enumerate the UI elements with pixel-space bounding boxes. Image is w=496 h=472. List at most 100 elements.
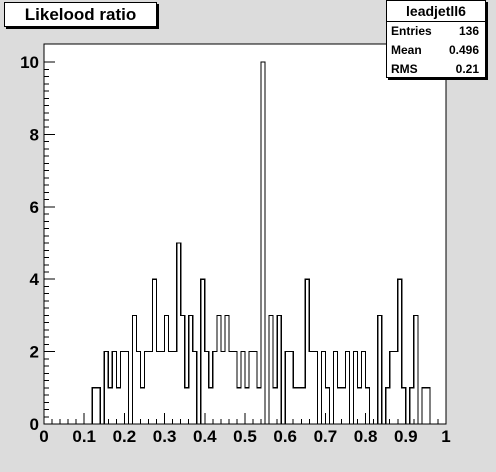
histogram-bin — [253, 352, 257, 424]
stats-label: Mean — [391, 43, 422, 57]
histogram-bin — [96, 388, 100, 424]
x-tick-label: 0.8 — [354, 427, 378, 446]
stats-row-entries: Entries 136 — [387, 22, 485, 41]
histogram-bin — [309, 352, 313, 424]
histogram-bin — [301, 388, 305, 424]
histogram-bin — [358, 388, 362, 424]
histogram-bin — [149, 352, 153, 424]
histogram-bin — [169, 352, 173, 424]
histogram-bin — [378, 315, 382, 424]
histogram-bin — [104, 352, 108, 424]
histogram-bin — [201, 279, 205, 424]
histogram-bin — [221, 352, 225, 424]
histogram-bin — [225, 315, 229, 424]
histogram-bin — [237, 388, 241, 424]
stats-box: leadjetll6 Entries 136 Mean 0.496 RMS 0.… — [386, 0, 486, 78]
x-tick-label: 0.7 — [314, 427, 338, 446]
chart-title: Likelood ratio — [4, 2, 157, 27]
y-tick-label: 2 — [30, 343, 39, 362]
y-tick-label: 8 — [30, 125, 39, 144]
stats-label: RMS — [391, 62, 418, 76]
histogram-bin — [189, 315, 193, 424]
histogram-bin — [341, 388, 345, 424]
histogram-bin — [273, 388, 277, 424]
y-tick-label: 0 — [30, 415, 39, 434]
stats-label: Entries — [391, 24, 432, 38]
histogram-bin — [157, 352, 161, 424]
y-tick-label: 10 — [20, 53, 39, 72]
x-tick-label: 0.5 — [233, 427, 257, 446]
histogram-bin — [346, 352, 350, 424]
y-tick-label: 4 — [30, 270, 40, 289]
histogram-bin — [185, 388, 189, 424]
histogram-bin — [305, 279, 309, 424]
histogram-bin — [229, 352, 233, 424]
x-tick-label: 0.4 — [193, 427, 217, 446]
histogram-bin — [313, 352, 317, 424]
histogram-bin — [193, 352, 197, 424]
x-tick-label: 0.1 — [72, 427, 96, 446]
histogram-bin — [205, 352, 209, 424]
histogram-bin — [398, 279, 402, 424]
stats-row-rms: RMS 0.21 — [387, 60, 485, 79]
stats-value: 136 — [458, 24, 479, 38]
histogram-bin — [333, 352, 337, 424]
histogram-bin — [120, 352, 124, 424]
histogram-bin — [161, 352, 165, 424]
x-tick-label: 0.9 — [394, 427, 418, 446]
stats-title: leadjetll6 — [387, 1, 485, 22]
histogram-bin — [394, 352, 398, 424]
stats-value: 0.21 — [455, 62, 479, 76]
histogram-bin — [321, 352, 325, 424]
histogram-bin — [297, 388, 301, 424]
histogram-bin — [325, 388, 329, 424]
stats-row-mean: Mean 0.496 — [387, 41, 485, 60]
histogram-bin — [173, 352, 177, 424]
stats-value: 0.496 — [448, 43, 479, 57]
histogram-bin — [249, 352, 253, 424]
histogram-bin — [177, 243, 181, 424]
histogram-bin — [112, 352, 116, 424]
histogram-bin — [241, 352, 245, 424]
histogram-bin — [245, 388, 249, 424]
histogram-bin — [269, 315, 273, 424]
histogram-bin — [145, 352, 149, 424]
histogram-bin — [108, 388, 112, 424]
histogram-step-line — [44, 61, 446, 425]
x-tick-label: 0.3 — [153, 427, 177, 446]
histogram-bin — [289, 352, 293, 424]
histogram-bin — [140, 388, 144, 424]
histogram-bin — [422, 388, 426, 424]
histogram-bin — [92, 388, 96, 424]
x-tick-label: 1 — [441, 427, 450, 446]
y-tick-label: 6 — [30, 198, 39, 217]
chart-title-text: Likelood ratio — [24, 5, 137, 24]
histogram-bin — [366, 388, 370, 424]
histogram-bin — [362, 352, 366, 424]
histogram-bin — [257, 388, 261, 424]
histogram-bin — [285, 352, 289, 424]
histogram-bin — [414, 315, 418, 424]
histogram-bin — [410, 388, 414, 424]
histogram-bin — [213, 352, 217, 424]
x-tick-label: 0.6 — [273, 427, 297, 446]
histogram-bin — [261, 62, 265, 424]
histogram-bin — [165, 315, 169, 424]
histogram-bin — [136, 352, 140, 424]
histogram-bin — [124, 352, 128, 424]
x-tick-label: 0.2 — [113, 427, 137, 446]
x-tick-label: 0 — [39, 427, 48, 446]
histogram-bin — [386, 388, 390, 424]
histogram-bin — [181, 315, 185, 424]
histogram-bin — [390, 352, 394, 424]
histogram-bin — [153, 279, 157, 424]
histogram-bin — [217, 315, 221, 424]
histogram-bin — [293, 388, 297, 424]
histogram-bin — [402, 388, 406, 424]
histogram-bin — [426, 388, 430, 424]
histogram-bin — [277, 315, 281, 424]
histogram-bin — [132, 315, 136, 424]
histogram-bin — [209, 388, 213, 424]
